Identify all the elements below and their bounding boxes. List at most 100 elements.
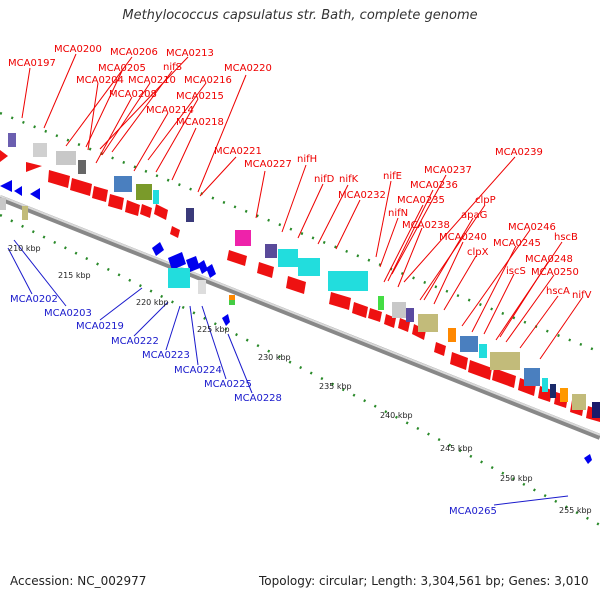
reverse-gene-label: MCA0203 — [44, 308, 92, 319]
leader-line — [201, 305, 227, 380]
forward-gene-label: MCA0238 — [402, 220, 450, 231]
leader-line — [297, 183, 324, 239]
leader-line — [101, 82, 151, 156]
gene-box — [560, 388, 568, 402]
forward-gene-arrow — [0, 150, 8, 162]
leader-line — [133, 301, 169, 337]
reverse-gene-arrow — [584, 454, 592, 464]
gene-box — [229, 300, 235, 305]
leader-line — [99, 287, 143, 321]
tick-label: 245 kbp — [440, 444, 473, 453]
tick-label: 215 kbp — [58, 271, 91, 280]
leader-line — [7, 247, 33, 295]
forward-gene-label: MCA0236 — [410, 180, 458, 191]
leader-line — [423, 217, 474, 301]
forward-gene-arrow — [48, 170, 70, 188]
forward-gene-arrow — [352, 302, 368, 318]
reverse-gene-label: MCA0224 — [174, 365, 222, 376]
gene-box — [229, 295, 235, 300]
gene-box — [418, 314, 438, 332]
forward-gene-label: MCA0216 — [184, 75, 232, 86]
gene-box — [0, 198, 6, 210]
leader-line — [65, 56, 133, 147]
leader-line — [499, 261, 549, 338]
leader-line — [255, 170, 266, 219]
genome-backbone-highlight — [0, 195, 600, 436]
forward-gene-label: nifN — [388, 208, 408, 219]
gene-box — [186, 208, 194, 222]
gene-box — [524, 368, 540, 386]
reverse-feature-boxes — [0, 198, 206, 294]
forward-gene-label: MCA0204 — [76, 75, 124, 86]
leader-line — [403, 156, 516, 283]
forward-gene-arrow — [492, 368, 516, 388]
forward-gene-label: MCA0240 — [439, 232, 487, 243]
tick-label: 240 kbp — [380, 411, 413, 420]
forward-gene-label: hscB — [554, 232, 578, 243]
gene-box — [460, 336, 478, 352]
forward-gene-arrow — [368, 308, 382, 322]
gene-box — [378, 296, 384, 310]
leader-line — [493, 495, 569, 506]
gene-box — [479, 344, 487, 358]
forward-gene-arrow — [227, 250, 247, 266]
forward-gene-arrow — [92, 186, 108, 202]
gene-box — [265, 244, 277, 258]
leader-line — [227, 333, 253, 394]
gene-box — [168, 268, 190, 288]
forward-gene-label: apaG — [461, 210, 487, 221]
forward-feature-boxes — [8, 133, 600, 418]
leader-line — [397, 227, 423, 288]
genome-summary-text: Topology: circular; Length: 3,304,561 bp… — [259, 574, 589, 588]
leader-line — [375, 180, 392, 258]
forward-gene-label: MCA0239 — [495, 147, 543, 158]
leader-line — [461, 229, 531, 327]
forward-gene-label: nifS — [163, 62, 182, 73]
leader-line — [281, 164, 307, 233]
forward-gene-label: clpX — [467, 247, 489, 258]
gene-box — [550, 384, 556, 398]
reverse-gene-label: MCA0202 — [10, 294, 58, 305]
reverse-gene-arrow — [168, 252, 186, 270]
leader-line — [165, 305, 181, 351]
gene-box — [153, 190, 159, 204]
tick-label: 255 kbp — [559, 506, 592, 515]
leader-line — [505, 274, 555, 343]
leader-line — [171, 127, 197, 181]
forward-gene-arrow — [286, 276, 306, 294]
forward-gene-label: MCA0232 — [338, 190, 386, 201]
forward-gene-label: hscA — [546, 286, 570, 297]
forward-gene-label: MCA0220 — [224, 63, 272, 74]
forward-gene-label: nifV — [572, 290, 592, 301]
gene-box — [22, 206, 28, 220]
leader-line — [471, 245, 517, 333]
gene-box — [572, 394, 586, 410]
leader-line — [147, 82, 207, 161]
leader-line — [189, 305, 199, 366]
leader-line — [335, 199, 361, 250]
gene-box — [392, 302, 406, 318]
forward-gene-label: nifD — [314, 174, 335, 185]
gene-box — [542, 378, 548, 392]
leader-line — [197, 74, 247, 193]
reverse-gene-arrow — [30, 188, 40, 200]
reverse-gene-track — [0, 180, 592, 464]
forward-gene-label: MCA0248 — [525, 254, 573, 265]
leader-line — [443, 255, 477, 311]
leader-line — [85, 70, 123, 148]
gene-box — [56, 151, 76, 165]
forward-gene-label: nifK — [339, 174, 359, 185]
reverse-gene-arrow — [222, 314, 230, 326]
leader-line — [133, 112, 169, 172]
leader-line — [519, 295, 559, 349]
leader-line — [379, 217, 399, 268]
forward-gene-arrow — [468, 360, 492, 380]
leader-line — [21, 67, 31, 119]
forward-label-leaders — [21, 53, 583, 360]
forward-gene-label: MCA0221 — [214, 146, 262, 157]
leader-line — [95, 96, 133, 164]
gene-box — [592, 402, 600, 418]
leader-line — [387, 189, 434, 282]
forward-gene-label: MCA0218 — [176, 117, 224, 128]
forward-gene-label: nifE — [383, 171, 402, 182]
